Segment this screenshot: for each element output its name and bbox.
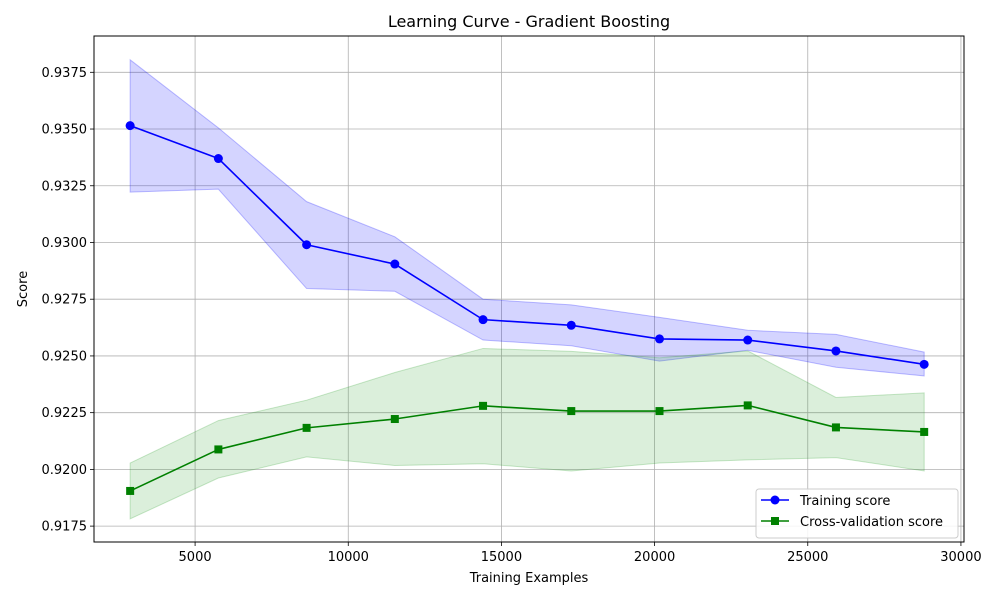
training-score-point: [478, 315, 488, 325]
y-tick-label: 0.9175: [42, 520, 88, 535]
y-tick-label: 0.9375: [42, 66, 88, 81]
training-score-point: [213, 154, 223, 164]
training-score-point: [655, 334, 664, 344]
y-tick-label: 0.9275: [42, 293, 88, 308]
training-score-point: [566, 320, 576, 330]
plot-area-frame: [93, 35, 965, 543]
training-score-line: [129, 124, 925, 366]
training-score-point: [302, 240, 312, 250]
legend-cross-validation-label: Cross-validation score: [800, 515, 943, 530]
x-tick-label: 30000: [940, 550, 981, 565]
cross-validation-score-line: [129, 404, 925, 492]
legend-cross-validation-marker: [771, 517, 779, 525]
training-score-band: [129, 58, 925, 377]
plot-area-background: [94, 36, 964, 542]
cross-validation-score-point: [920, 427, 929, 436]
training-score-point: [831, 346, 841, 356]
cross-validation-score-point: [479, 401, 488, 410]
cross-validation-score-point: [831, 423, 840, 432]
series-markers: [125, 121, 929, 495]
legend: Training score Cross-validation score: [755, 488, 959, 539]
legend-training-marker: [770, 495, 780, 505]
x-tick-label: 25000: [787, 550, 828, 565]
chart-title: Learning Curve - Gradient Boosting: [388, 12, 670, 31]
y-tick-label: 0.9325: [42, 179, 88, 194]
cross-validation-score-band: [129, 347, 925, 520]
confidence-bands: [129, 58, 925, 520]
training-score-point: [743, 335, 753, 345]
training-score-point: [125, 121, 135, 131]
cross-validation-score-point: [567, 407, 576, 416]
y-axis-ticks: 0.9175 0.9200 0.9225 0.9250 0.9275 0.9300 0.93…: [42, 66, 94, 535]
x-axis-ticks: 5000 10000 15000 20000 25000 30000: [179, 542, 982, 565]
cross-validation-score-point: [655, 407, 664, 416]
x-tick-label: 20000: [634, 550, 675, 565]
cross-validation-score-point: [126, 486, 135, 495]
legend-frame: [755, 488, 959, 539]
x-axis-label: Training Examples: [469, 571, 589, 586]
y-axis-label: Score: [16, 271, 31, 307]
y-tick-label: 0.9250: [42, 349, 88, 364]
y-tick-label: 0.9350: [42, 123, 88, 138]
y-tick-label: 0.9300: [42, 236, 88, 251]
legend-training-label: Training score: [799, 494, 890, 509]
x-tick-label: 5000: [179, 550, 212, 565]
x-tick-label: 15000: [481, 550, 522, 565]
cross-validation-score-point: [743, 401, 752, 410]
y-tick-label: 0.9225: [42, 406, 88, 421]
x-tick-label: 10000: [328, 550, 369, 565]
cross-validation-score-point: [214, 445, 223, 454]
training-score-point: [919, 359, 929, 369]
training-score-point: [390, 259, 400, 269]
cross-validation-score-point: [390, 415, 399, 424]
y-tick-label: 0.9200: [42, 463, 88, 478]
series-lines: [129, 124, 925, 492]
cross-validation-score-point: [302, 423, 311, 432]
